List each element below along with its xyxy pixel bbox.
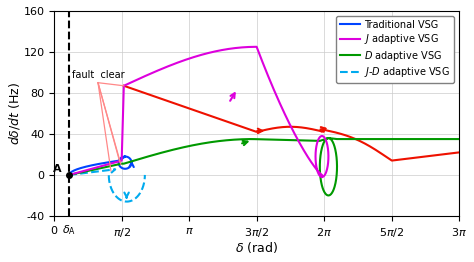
$J$-$D$ adaptive VSG	[140, 185, 146, 189]
$J$-$D$ adaptive VSG	[112, 168, 118, 171]
Line: $J$ adaptive VSG: $J$ adaptive VSG	[69, 47, 328, 177]
Traditional VSG	[96, 162, 102, 166]
$J$ adaptive VSG	[323, 138, 328, 141]
$J$ adaptive VSG	[325, 163, 331, 166]
Traditional VSG	[122, 155, 128, 158]
Text: fault  clear: fault clear	[72, 70, 124, 80]
$J$ adaptive VSG	[66, 173, 72, 177]
$D$ adaptive VSG	[333, 182, 338, 185]
Text: A: A	[53, 164, 62, 174]
$J$ adaptive VSG	[270, 85, 275, 88]
Traditional VSG	[66, 173, 72, 177]
Line: $J$-$D$ adaptive VSG: $J$-$D$ adaptive VSG	[69, 169, 145, 201]
$J$-$D$ adaptive VSG	[83, 171, 89, 174]
$J$ adaptive VSG	[323, 139, 329, 142]
$J$-$D$ adaptive VSG	[66, 173, 72, 177]
Traditional VSG	[118, 156, 124, 160]
$J$ adaptive VSG	[319, 176, 325, 179]
Text: $\delta_\mathrm{A}$: $\delta_\mathrm{A}$	[62, 223, 76, 237]
$J$-$D$ adaptive VSG	[95, 170, 101, 173]
Traditional VSG	[122, 155, 128, 158]
$J$-$D$ adaptive VSG	[142, 176, 147, 179]
Line: Traditional VSG: Traditional VSG	[69, 156, 132, 175]
X-axis label: $\delta$ (rad): $\delta$ (rad)	[235, 240, 278, 255]
$D$ adaptive VSG	[326, 137, 331, 140]
Traditional VSG	[125, 166, 131, 170]
Traditional VSG	[73, 168, 79, 171]
$D$ adaptive VSG	[392, 138, 397, 141]
$D$ adaptive VSG	[326, 194, 331, 197]
Legend: Traditional VSG, $J$ adaptive VSG, $D$ adaptive VSG, $J$-$D$ adaptive VSG: Traditional VSG, $J$ adaptive VSG, $D$ a…	[336, 16, 454, 83]
$J$ adaptive VSG	[319, 176, 325, 179]
$J$-$D$ adaptive VSG	[124, 200, 129, 203]
$J$-$D$ adaptive VSG	[142, 173, 148, 177]
$D$ adaptive VSG	[328, 193, 333, 196]
Line: $D$ adaptive VSG: $D$ adaptive VSG	[69, 138, 459, 195]
$D$ adaptive VSG	[456, 138, 462, 141]
Traditional VSG	[119, 167, 125, 170]
$J$ adaptive VSG	[242, 46, 247, 49]
$J$-$D$ adaptive VSG	[107, 180, 112, 183]
$D$ adaptive VSG	[327, 137, 332, 140]
$J$-$D$ adaptive VSG	[69, 173, 74, 176]
$D$ adaptive VSG	[260, 138, 265, 141]
$D$ adaptive VSG	[317, 161, 323, 164]
$J$ adaptive VSG	[132, 79, 137, 83]
Y-axis label: $d\delta/dt$ (Hz): $d\delta/dt$ (Hz)	[7, 82, 22, 145]
Traditional VSG	[122, 155, 128, 158]
$J$ adaptive VSG	[254, 45, 259, 48]
$D$ adaptive VSG	[66, 173, 72, 177]
